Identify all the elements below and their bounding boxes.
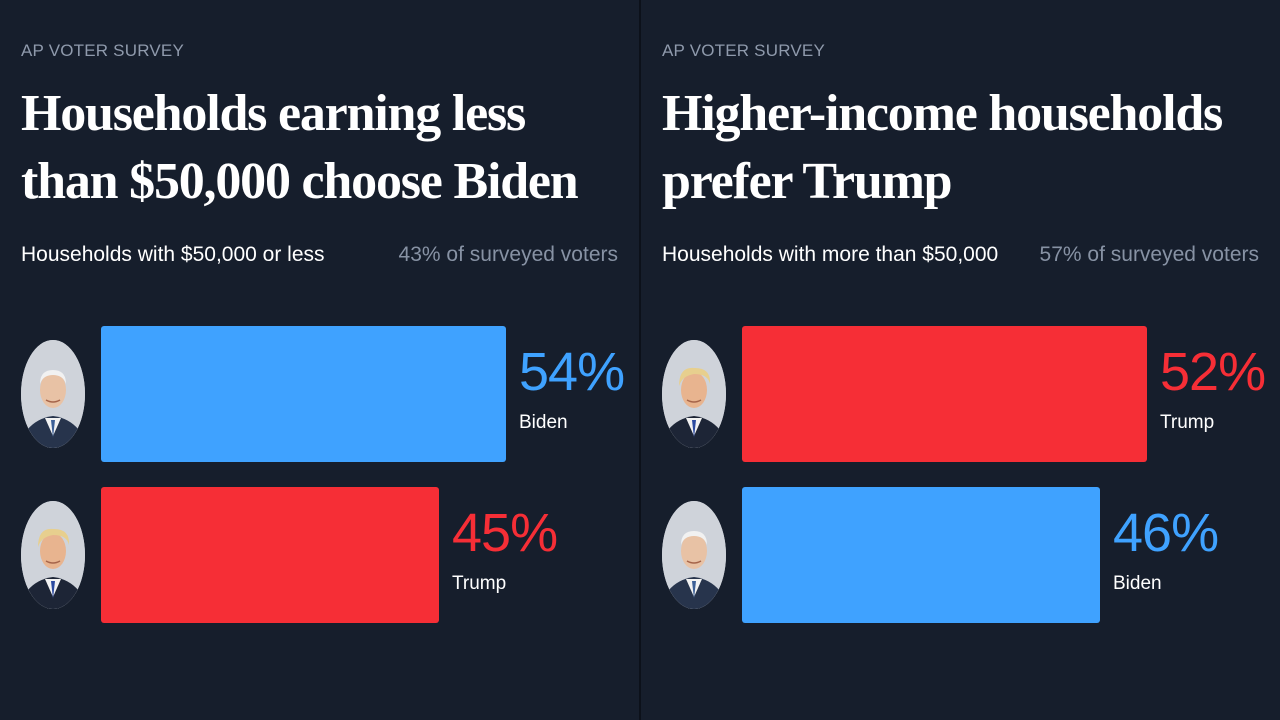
chart-title: Households earning less than $50,000 cho… <box>21 85 579 210</box>
panel-divider <box>639 0 641 720</box>
chart-subtitle: Households with more than $50,000 <box>662 243 999 266</box>
value-label: 54% <box>519 342 625 402</box>
bar-row-biden: 46% Biden <box>641 487 1280 623</box>
bar-row-trump: 52% Trump <box>641 326 1280 462</box>
trump-photo <box>21 501 85 609</box>
candidate-label: Trump <box>452 573 507 594</box>
candidate-label: Biden <box>1113 573 1162 594</box>
bar-row-trump: 45% Trump <box>0 487 639 623</box>
trump-photo <box>662 340 726 448</box>
chart-title: Higher-income households prefer Trump <box>662 85 1223 210</box>
candidate-label: Trump <box>1160 412 1215 433</box>
voter-share-label: 43% of surveyed voters <box>398 243 618 266</box>
bar-row-biden: 54% Biden <box>0 326 639 462</box>
biden-photo <box>21 340 85 448</box>
bar-biden <box>742 487 1100 623</box>
value-label: 52% <box>1160 342 1266 402</box>
biden-photo <box>662 501 726 609</box>
right-panel: AP VOTER SURVEY Higher-income households… <box>641 0 1280 720</box>
candidate-label: Biden <box>519 412 568 433</box>
kicker: AP VOTER SURVEY <box>21 41 184 60</box>
bar-biden <box>101 326 506 462</box>
bar-trump <box>742 326 1147 462</box>
voter-share-label: 57% of surveyed voters <box>1039 243 1259 266</box>
kicker: AP VOTER SURVEY <box>662 41 825 60</box>
bar-trump <box>101 487 439 623</box>
left-panel: AP VOTER SURVEY Households earning less … <box>0 0 639 720</box>
value-label: 46% <box>1113 503 1219 563</box>
chart-subtitle: Households with $50,000 or less <box>21 243 325 266</box>
value-label: 45% <box>452 503 558 563</box>
